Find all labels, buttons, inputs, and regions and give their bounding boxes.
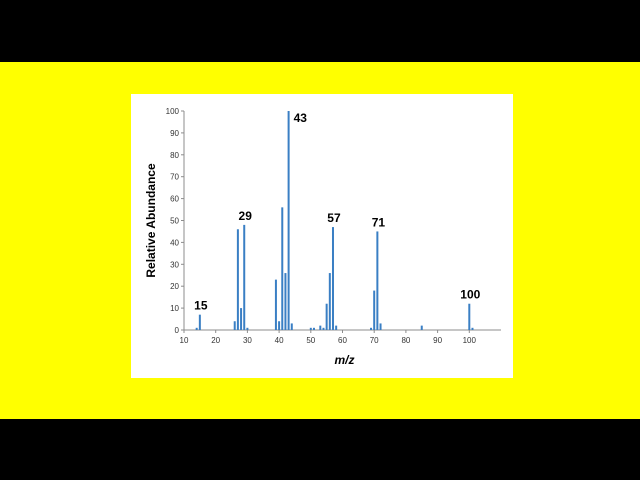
spectrum-bar [376,231,379,330]
spectrum-bar [331,227,334,330]
peak-label: 43 [294,111,308,125]
spectrum-bar [240,308,243,330]
spectrum-bar [468,303,471,330]
chart-panel: 0 10 20 30 40 50 60 70 80 90 100 10 20 30 40 50 60 70 80 90… [131,94,513,378]
y-tick-label: 100 [166,107,180,116]
peak-label: 15 [194,299,208,313]
x-tick-label: 10 [180,336,189,345]
spectrum-bar [198,314,201,330]
spectrum-bar [370,327,373,330]
spectrum-bar [246,327,249,330]
spectrum-bar [284,273,287,330]
peak-label: 71 [372,215,386,229]
spectrum-bar [287,111,290,330]
spectrum-bar [312,327,315,330]
y-tick-label: 10 [170,304,179,313]
y-tick-label: 50 [170,217,179,226]
y-tick-label: 40 [170,238,179,247]
spectrum-bar [243,224,246,330]
spectrum-bar [325,303,328,330]
y-tick-label: 90 [170,129,179,138]
x-tick-label: 40 [275,336,284,345]
spectrum-bar [278,321,281,330]
y-tick-label: 70 [170,173,179,182]
x-tick-label: 90 [433,336,442,345]
peak-label: 57 [327,211,341,225]
y-tick-label: 20 [170,282,179,291]
x-tick-label: 20 [211,336,220,345]
x-tick-label: 70 [370,336,379,345]
spectrum-bar [290,323,293,330]
spectrum-bar [233,321,236,330]
spectrum-bar [373,290,376,330]
spectrum-bar [379,323,382,330]
x-tick-label: 60 [338,336,347,345]
y-tick-label: 80 [170,151,179,160]
x-tick-label: 30 [243,336,252,345]
spectrum-bar [195,327,198,330]
x-tick-label: 100 [463,336,477,345]
peak-label: 100 [460,288,480,302]
spectrum-bar [471,327,474,330]
spectrum-bar [236,229,239,330]
spectrum-bar [274,279,277,330]
spectrum-bar [328,273,331,330]
x-axis-title: m/z [334,353,354,367]
spectrum-bar [420,325,423,330]
y-tick-label: 60 [170,195,179,204]
x-tick-label: 50 [306,336,315,345]
y-tick-label: 30 [170,260,179,269]
chart-peak-labels: 15 29 43 57 71 100 [194,111,480,313]
peak-label: 29 [239,209,253,223]
spectrum-bar [319,325,322,330]
x-tick-label: 80 [401,336,410,345]
spectrum-bar [309,327,312,330]
spectrum-bar [322,327,325,330]
chart-bars [195,111,474,330]
spectrum-bar [335,325,338,330]
spectrum-bar [281,207,284,330]
y-axis-title: Relative Abundance [144,163,158,278]
y-tick-label: 0 [175,326,180,335]
